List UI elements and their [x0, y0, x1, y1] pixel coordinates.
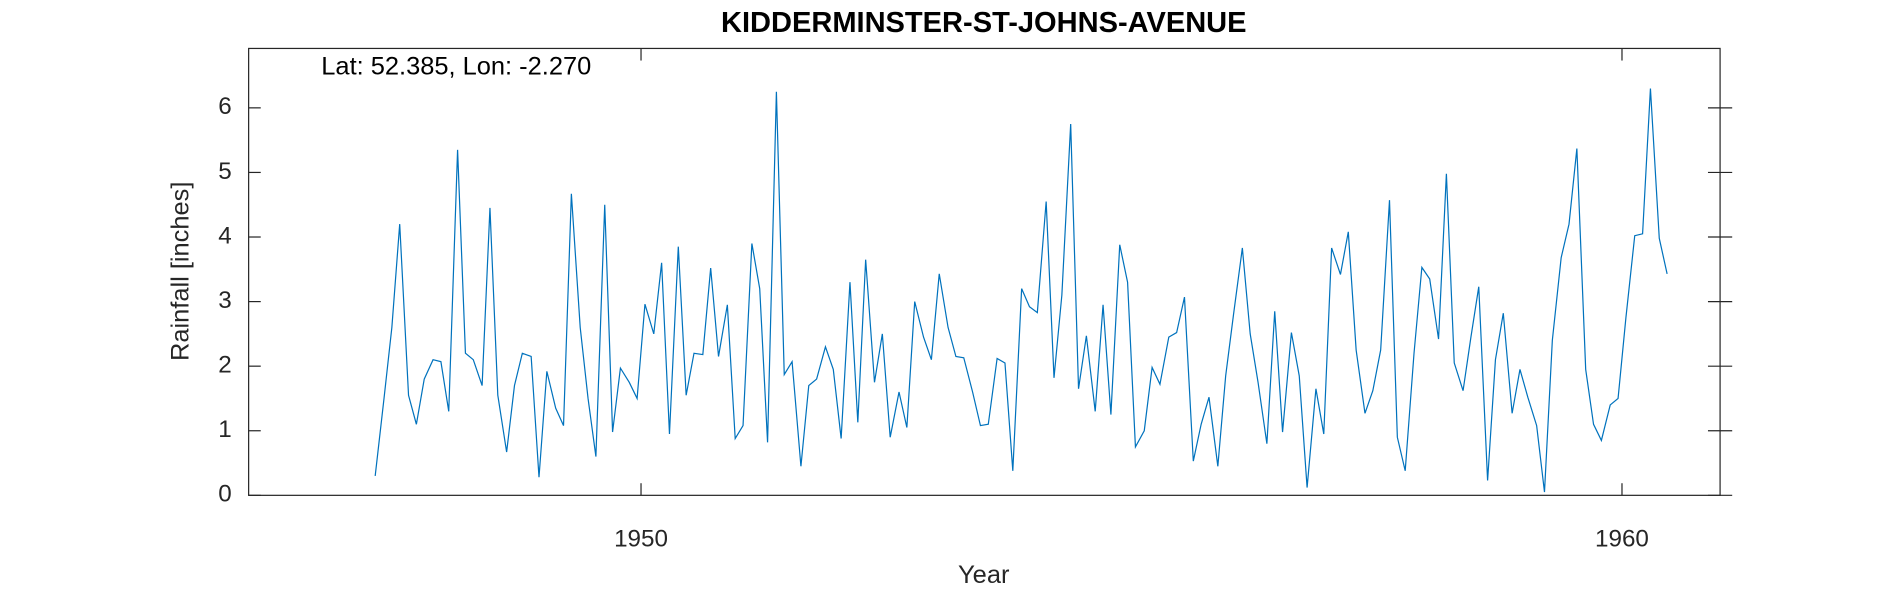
y-axis-label: Rainfall [inches]: [167, 182, 195, 361]
chart-title: KIDDERMINSTER-ST-JOHNS-AVENUE: [721, 7, 1247, 39]
y-tick-label: 4: [218, 222, 231, 249]
y-tick-label: 2: [218, 352, 231, 379]
y-tick-label: 5: [218, 158, 231, 185]
plot-frame: [248, 47, 1721, 496]
x-axis-label: Year: [958, 561, 1010, 589]
y-tick-label: 1: [218, 416, 231, 443]
x-tick-label: 1950: [614, 526, 668, 553]
y-tick-label: 0: [218, 481, 231, 508]
annotation: Lat: 52.385, Lon: -2.270: [321, 53, 591, 81]
data-line: [374, 88, 1668, 493]
x-tick-label: 1960: [1595, 526, 1649, 553]
y-tick-label: 6: [218, 93, 231, 120]
y-tick-label: 3: [218, 287, 231, 314]
